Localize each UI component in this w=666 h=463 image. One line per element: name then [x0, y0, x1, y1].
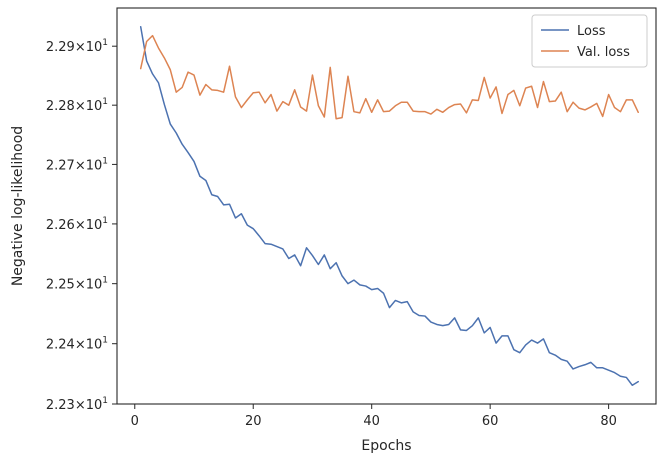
x-axis-label: Epochs [361, 438, 411, 454]
x-tick-label-0: 0 [131, 414, 139, 429]
series-line-1 [139, 34, 639, 120]
x-axis: 0 20 40 60 80 [131, 404, 617, 429]
x-tick-label-2: 40 [363, 414, 380, 429]
x-tick-label-3: 60 [482, 414, 499, 429]
x-tick-label-4: 80 [600, 414, 617, 429]
x-tick-label-1: 20 [245, 414, 262, 429]
y-tick-label-5: 2.28×101 [46, 97, 108, 114]
plot-frame [116, 7, 657, 405]
legend-box [531, 14, 648, 68]
y-tick-label-2: 2.25×101 [46, 276, 108, 293]
y-tick-label-4: 2.27×101 [46, 156, 108, 173]
y-axis: 2.23×101 2.24×101 2.25×101 2.26×101 2.27×101… [46, 38, 117, 413]
y-tick-label-3: 2.26×101 [46, 216, 108, 233]
plot-lines [139, 26, 639, 387]
y-tick-label-0: 2.23×101 [46, 396, 108, 413]
series-line-0 [139, 26, 639, 387]
legend-label-0: Loss [577, 24, 606, 39]
y-tick-label-1: 2.24×101 [46, 336, 108, 353]
y-axis-label: Negative log-likelihood [10, 126, 26, 286]
y-tick-label-6: 2.29×101 [46, 38, 108, 55]
legend-label-1: Val. loss [577, 45, 630, 60]
legend[interactable]: Loss Val. loss [531, 14, 648, 68]
